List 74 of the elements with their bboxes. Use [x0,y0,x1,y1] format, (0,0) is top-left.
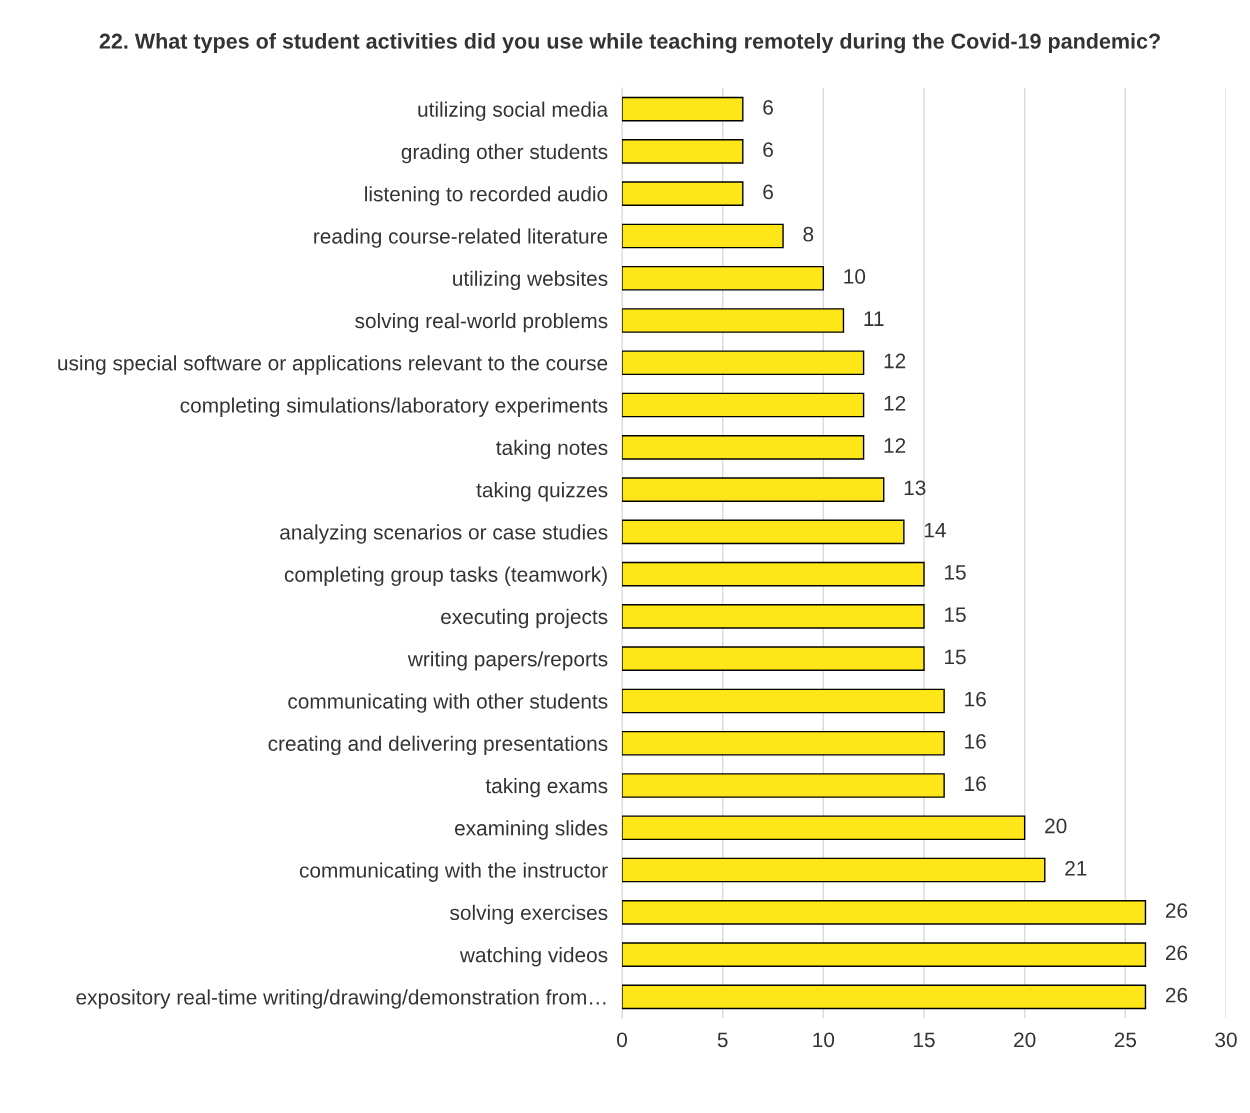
data-label: 21 [1065,860,1087,876]
bar [622,984,1147,1010]
bar [622,604,925,629]
bar [622,308,845,333]
x-tick-label: 0 [617,1032,627,1048]
bar [622,646,925,672]
bar [622,139,744,164]
y-tick-label: writing papers/reports [407,651,608,671]
bar [622,561,925,587]
x-tick-label: 10 [813,1032,835,1048]
y-tick-label: examining slides [454,820,608,840]
bar [622,265,825,291]
data-label: 15 [945,649,966,665]
data-label: 6 [763,99,773,115]
data-label: 26 [1165,945,1188,961]
bar [622,434,865,460]
data-label: 15 [945,607,966,622]
data-label: 12 [884,353,906,369]
y-tick-label: taking notes [496,439,608,460]
y-tick-label: solving exercises [450,904,608,925]
y-tick-label: using special software or applications relevant to the course [58,355,608,375]
data-label: 20 [1045,818,1067,834]
y-tick-label: taking exams [485,777,608,798]
y-tick-label: communicating with the instructor [299,862,608,882]
data-label: 16 [965,734,986,749]
y-tick-label: completing group tasks (teamwork) [284,566,607,587]
bar [622,96,744,122]
data-label: 16 [965,776,986,792]
bar [622,350,865,376]
x-tick-label: 20 [1014,1032,1036,1048]
bar [622,392,865,418]
data-label: 14 [924,522,946,538]
y-tick-label: utilizing websites [453,270,608,291]
bar [622,519,905,545]
y-tick-label: analyzing scenarios or case studies [280,524,608,544]
y-tick-label: grading other students [401,143,608,164]
bar [622,223,784,249]
data-label: 6 [763,184,773,200]
x-tick-label: 15 [914,1032,935,1048]
data-label: 26 [1165,987,1188,1003]
bar [622,773,945,798]
data-label: 6 [763,142,773,157]
bar [622,730,945,756]
data-label: 8 [803,226,814,242]
data-label: 12 [884,395,906,411]
bar [622,815,1026,841]
bar [622,181,744,207]
bar [622,942,1147,967]
y-tick-label: solving real-world problems [355,312,608,333]
x-tick-label: 30 [1215,1032,1237,1048]
y-tick-label: creating and delivering presentations [268,735,608,756]
data-label: 16 [965,691,986,707]
y-tick-label: taking quizzes [476,482,608,502]
chart-title: 22. What types of student activities did you use while teaching remotely during the Covid-19 pandemic? [99,33,1160,54]
y-tick-label: expository real-time writing/drawing/demonstration from… [76,989,606,1009]
data-label: 11 [864,311,884,326]
bar [622,857,1046,883]
y-tick-label: executing projects [441,608,608,629]
data-label: 10 [844,269,866,284]
data-label: 26 [1165,903,1188,918]
x-tick-label: 5 [717,1032,728,1048]
bar [622,688,945,714]
y-tick-label: reading course-related literature [314,228,608,248]
y-tick-label: listening to recorded audio [365,186,608,206]
y-tick-label: watching videos [459,947,608,967]
x-tick-label: 25 [1114,1032,1137,1048]
y-tick-label: communicating with other students [288,693,608,713]
bar [622,477,885,502]
data-label: 13 [904,480,926,496]
data-label: 12 [884,438,906,453]
bar [622,899,1147,925]
y-tick-label: utilizing social media [418,101,609,122]
y-tick-label: completing simulations/laboratory experiments [180,397,608,417]
data-label: 15 [945,565,966,580]
